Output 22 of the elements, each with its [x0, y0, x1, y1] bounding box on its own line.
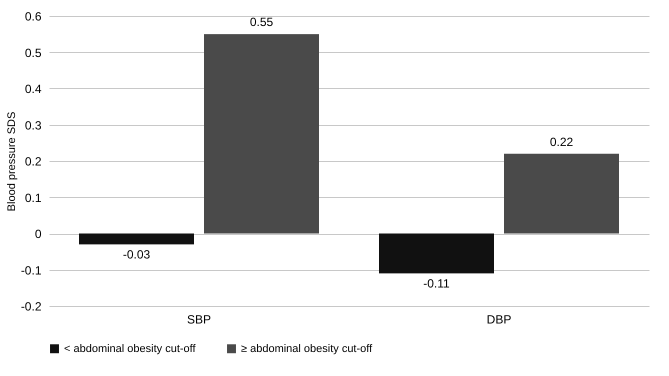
legend-label: < abdominal obesity cut-off — [64, 342, 197, 355]
data-label: 0.22 — [550, 134, 574, 149]
y-tick-label: 0.5 — [24, 46, 42, 60]
y-tick-label: 0.1 — [24, 190, 42, 205]
bar — [204, 34, 319, 234]
bar — [379, 234, 494, 274]
y-axis-title: Blood pressure SDS — [6, 112, 18, 212]
y-tick-label: -0.1 — [20, 263, 42, 278]
legend-label: ≥ abdominal obesity cut-off — [241, 342, 374, 355]
y-tick-label: 0.6 — [24, 10, 42, 24]
x-tick-label: SBP — [186, 312, 212, 326]
data-label: 0.55 — [250, 15, 274, 30]
data-label: -0.11 — [423, 276, 450, 290]
y-tick-label: 0.2 — [24, 154, 42, 168]
data-label: -0.03 — [122, 247, 150, 262]
bar — [79, 234, 194, 244]
y-tick-label: -0.2 — [20, 300, 42, 314]
x-tick-label: DBP — [486, 312, 512, 326]
y-tick-label: 0 — [34, 227, 42, 241]
bar — [504, 154, 619, 234]
y-tick-label: 0.3 — [24, 118, 42, 132]
y-tick-label: 0.4 — [24, 82, 42, 96]
